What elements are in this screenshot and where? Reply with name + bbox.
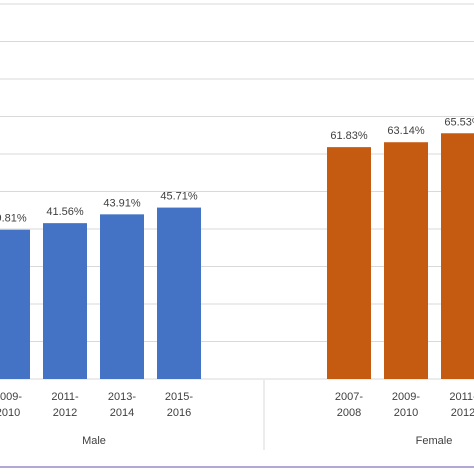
bar: [157, 207, 201, 379]
x-tick-label: 2011-2012: [449, 391, 474, 419]
x-tick-label: 2009-2010: [392, 391, 420, 419]
bar: [100, 214, 144, 379]
data-label: 65.53%: [444, 116, 474, 128]
data-label: 45.71%: [160, 191, 198, 203]
x-tick-label: 2013-2014: [108, 391, 136, 419]
bar: [384, 142, 428, 379]
data-label: 61.83%: [330, 130, 368, 142]
bar: [43, 223, 87, 379]
data-label: 41.56%: [46, 206, 84, 218]
bar: [0, 229, 30, 379]
x-tick-label: 2015-2016: [165, 391, 193, 419]
x-tick-label: 2011-2012: [51, 391, 79, 419]
data-label: 63.14%: [387, 125, 425, 137]
x-tick-label: 2009-2010: [0, 391, 22, 419]
data-label: 43.91%: [103, 197, 141, 209]
x-tick-label: 2007-2008: [335, 391, 363, 419]
data-label: 39.81%: [0, 213, 27, 225]
group-label: Female: [416, 435, 453, 447]
bar: [441, 133, 474, 379]
bar: [327, 147, 371, 379]
group-label: Male: [82, 435, 106, 447]
